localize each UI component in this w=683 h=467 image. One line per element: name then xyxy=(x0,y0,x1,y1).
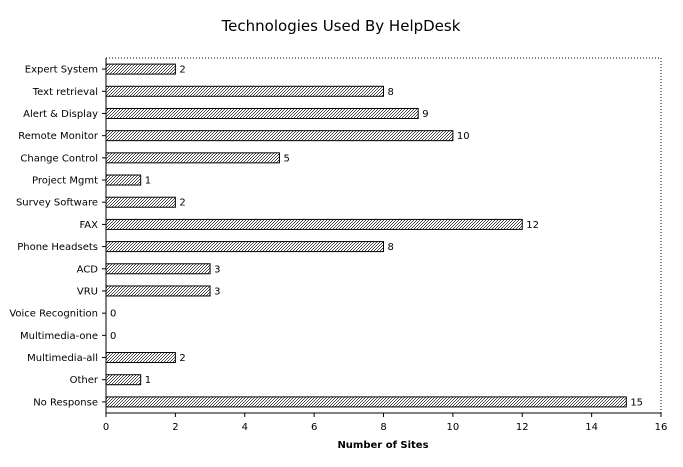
data-label: 1 xyxy=(145,176,151,187)
category-label: Expert System xyxy=(25,65,98,76)
data-label: 12 xyxy=(526,220,539,231)
data-label: 5 xyxy=(283,153,289,164)
chart-title: Technologies Used By HelpDesk xyxy=(221,17,461,35)
data-label: 15 xyxy=(630,397,643,408)
x-axis-label: Number of Sites xyxy=(337,440,428,451)
data-label: 2 xyxy=(179,65,185,76)
category-label: Multimedia-all xyxy=(27,353,98,364)
data-label: 0 xyxy=(110,331,116,342)
bar xyxy=(105,396,627,408)
category-label: VRU xyxy=(77,286,98,297)
x-tick-label: 10 xyxy=(447,422,460,433)
bar xyxy=(105,352,176,364)
data-label: 0 xyxy=(110,309,116,320)
data-label: 9 xyxy=(422,109,428,120)
category-label: ACD xyxy=(77,264,99,275)
x-tick-label: 2 xyxy=(172,422,178,433)
category-label: Text retrieval xyxy=(32,87,98,98)
x-tick-label: 12 xyxy=(516,422,529,433)
category-label: Project Mgmt xyxy=(32,176,98,187)
category-label: Alert & Display xyxy=(23,109,98,120)
bar xyxy=(105,218,523,230)
data-label: 3 xyxy=(214,286,220,297)
x-tick-label: 0 xyxy=(103,422,109,433)
data-label: 2 xyxy=(179,198,185,209)
x-tick-label: 4 xyxy=(242,422,248,433)
bar xyxy=(105,285,211,297)
bar xyxy=(105,107,419,119)
bar xyxy=(105,241,384,253)
category-label: Other xyxy=(70,375,99,386)
bar xyxy=(105,196,176,208)
category-label: Survey Software xyxy=(16,198,98,209)
bar xyxy=(105,263,211,275)
data-label: 1 xyxy=(145,375,151,386)
bar xyxy=(105,374,142,386)
plot-frame xyxy=(105,57,662,414)
category-label: Voice Recognition xyxy=(9,309,98,320)
data-label: 8 xyxy=(388,242,394,253)
x-tick-label: 16 xyxy=(655,422,668,433)
category-label: No Response xyxy=(33,397,98,408)
category-label: FAX xyxy=(79,220,98,231)
category-label: Phone Headsets xyxy=(17,242,98,253)
data-label: 8 xyxy=(388,87,394,98)
bar xyxy=(105,130,454,142)
bar xyxy=(105,174,142,186)
bar xyxy=(105,85,384,97)
bar xyxy=(105,63,176,75)
data-label: 3 xyxy=(214,264,220,275)
category-label: Remote Monitor xyxy=(18,131,99,142)
category-label: Multimedia-one xyxy=(20,331,98,342)
x-tick-label: 14 xyxy=(585,422,598,433)
data-label: 2 xyxy=(179,353,185,364)
bar xyxy=(105,152,280,164)
data-label: 10 xyxy=(457,131,470,142)
x-tick-label: 8 xyxy=(380,422,386,433)
category-label: Change Control xyxy=(20,153,98,164)
x-tick-label: 6 xyxy=(311,422,317,433)
